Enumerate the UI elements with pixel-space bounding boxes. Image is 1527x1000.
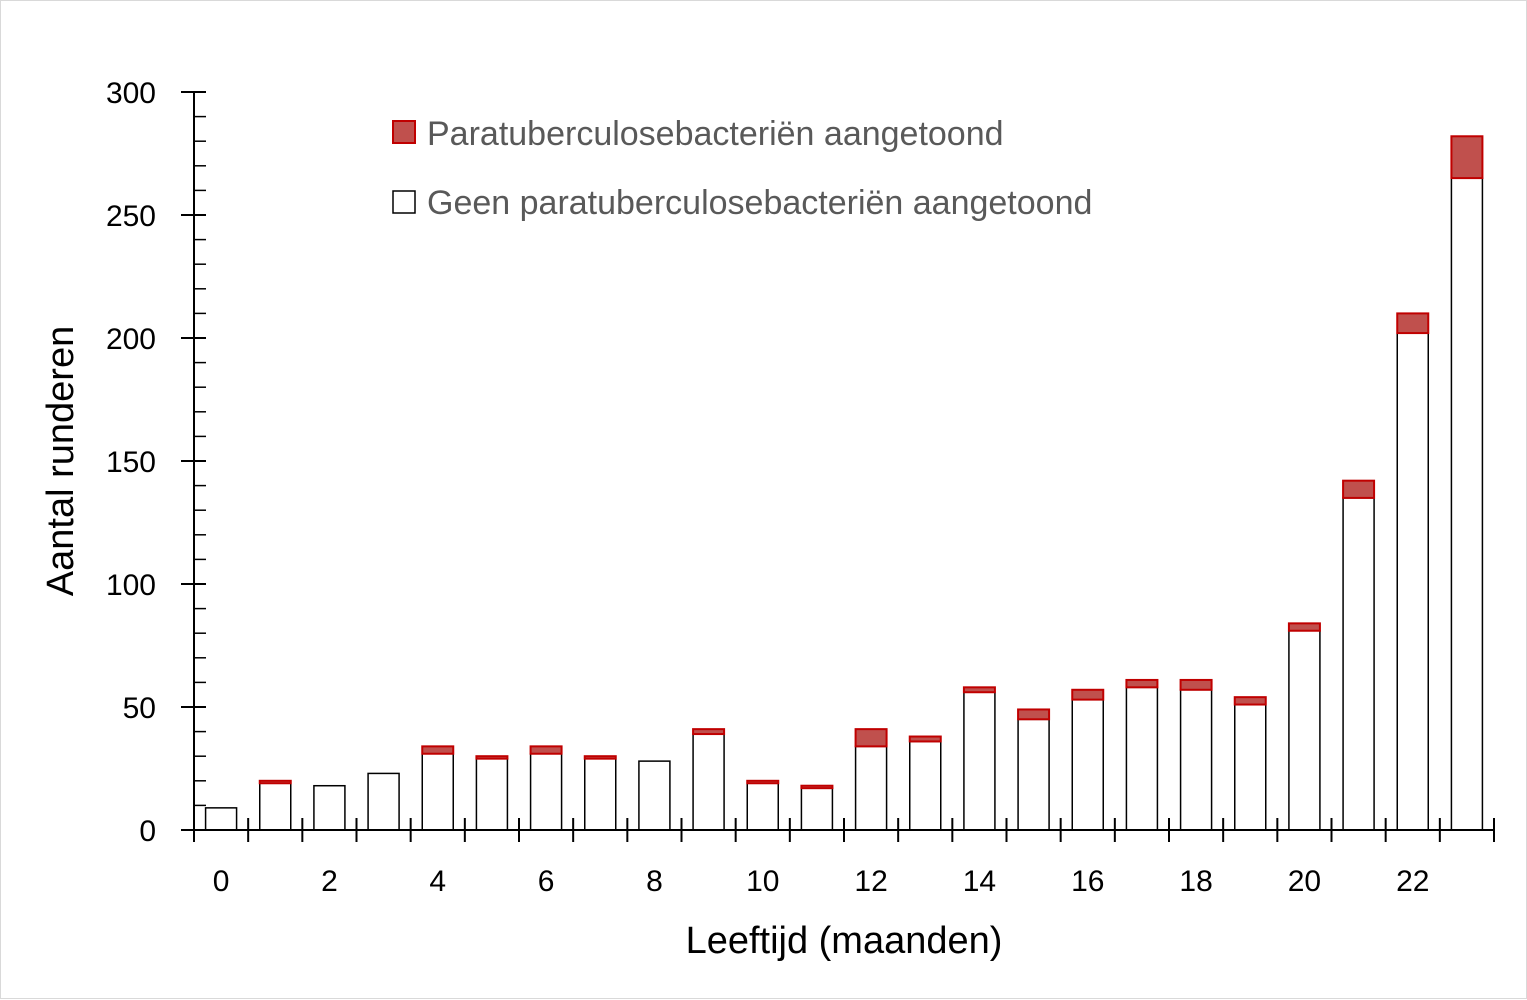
bar-negative [204, 807, 238, 831]
bar-negative [1396, 332, 1429, 831]
bar-negative [1125, 686, 1159, 831]
y-tick-label: 250 [106, 200, 156, 233]
bar-negative [1071, 698, 1104, 831]
bar-positive [1125, 678, 1159, 689]
x-tick-label: 4 [429, 865, 446, 898]
x-tick-label: 10 [746, 865, 779, 898]
bar-positive [529, 745, 563, 755]
bar-negative [1017, 718, 1050, 831]
bar-positive [854, 728, 888, 748]
x-tick-label: 8 [646, 865, 663, 898]
x-tick-label: 0 [213, 865, 230, 898]
y-axis-title: Aantal runderen [40, 326, 82, 596]
bar-negative [854, 745, 888, 831]
bar-positive [1342, 479, 1376, 499]
bar-negative [584, 757, 617, 831]
x-tick-label: 22 [1396, 865, 1429, 898]
bar-negative [367, 772, 400, 831]
bar-positive [1287, 622, 1321, 632]
y-tick-label: 200 [106, 323, 156, 356]
y-tick-label: 50 [123, 692, 156, 725]
x-tick-label: 16 [1071, 865, 1104, 898]
bar-positive [1179, 678, 1213, 691]
legend-label-negative: Geen paratuberculosebacteriën aangetoond [427, 184, 1092, 222]
y-tick-label: 300 [106, 77, 156, 110]
bar-positive [908, 735, 942, 743]
bar-positive [258, 779, 292, 785]
x-tick-label: 14 [963, 865, 996, 898]
bar-positive [1017, 708, 1051, 721]
bar-positive [1233, 696, 1267, 706]
bar-negative [1450, 177, 1484, 831]
bar-positive [746, 779, 780, 785]
bar-negative [746, 782, 779, 831]
bar-negative [529, 752, 563, 831]
x-tick-label: 2 [321, 865, 338, 898]
bar-positive [1450, 135, 1484, 180]
x-tick-label: 12 [854, 865, 887, 898]
bar-positive [475, 755, 509, 760]
legend-label-positive: Paratuberculosebacteriën aangetoond [427, 115, 1004, 153]
bar-negative [800, 787, 834, 831]
legend-swatch-negative [392, 190, 416, 214]
bar-positive [1396, 312, 1430, 335]
x-tick-label: 18 [1179, 865, 1212, 898]
x-axis-title: Leeftijd (maanden) [686, 920, 1003, 962]
legend-swatch-positive [392, 120, 416, 144]
bar-positive [583, 755, 617, 760]
bar-negative [963, 691, 996, 831]
y-tick-label: 150 [106, 446, 156, 479]
bar-negative [313, 784, 346, 831]
bar-negative [1342, 497, 1375, 831]
bar-negative [1234, 703, 1267, 831]
bar-positive [800, 784, 834, 790]
bar-positive [962, 686, 996, 694]
bar-negative [421, 752, 454, 831]
legend: Paratuberculosebacteriën aangetoond Geen… [392, 115, 1092, 222]
bar-negative [1179, 689, 1213, 831]
bar-negative [692, 733, 725, 831]
bar-negative [1288, 629, 1321, 831]
bar-positive [1071, 688, 1105, 701]
bar-negative [259, 782, 292, 831]
x-tick-label: 20 [1288, 865, 1321, 898]
bar-negative [475, 757, 509, 831]
x-tick-label: 6 [538, 865, 555, 898]
y-tick-label: 0 [139, 815, 156, 848]
bar-negative [909, 740, 942, 831]
bar-positive [421, 745, 455, 755]
bar-positive [692, 728, 726, 736]
bar-negative [638, 760, 671, 831]
y-tick-label: 100 [106, 569, 156, 602]
